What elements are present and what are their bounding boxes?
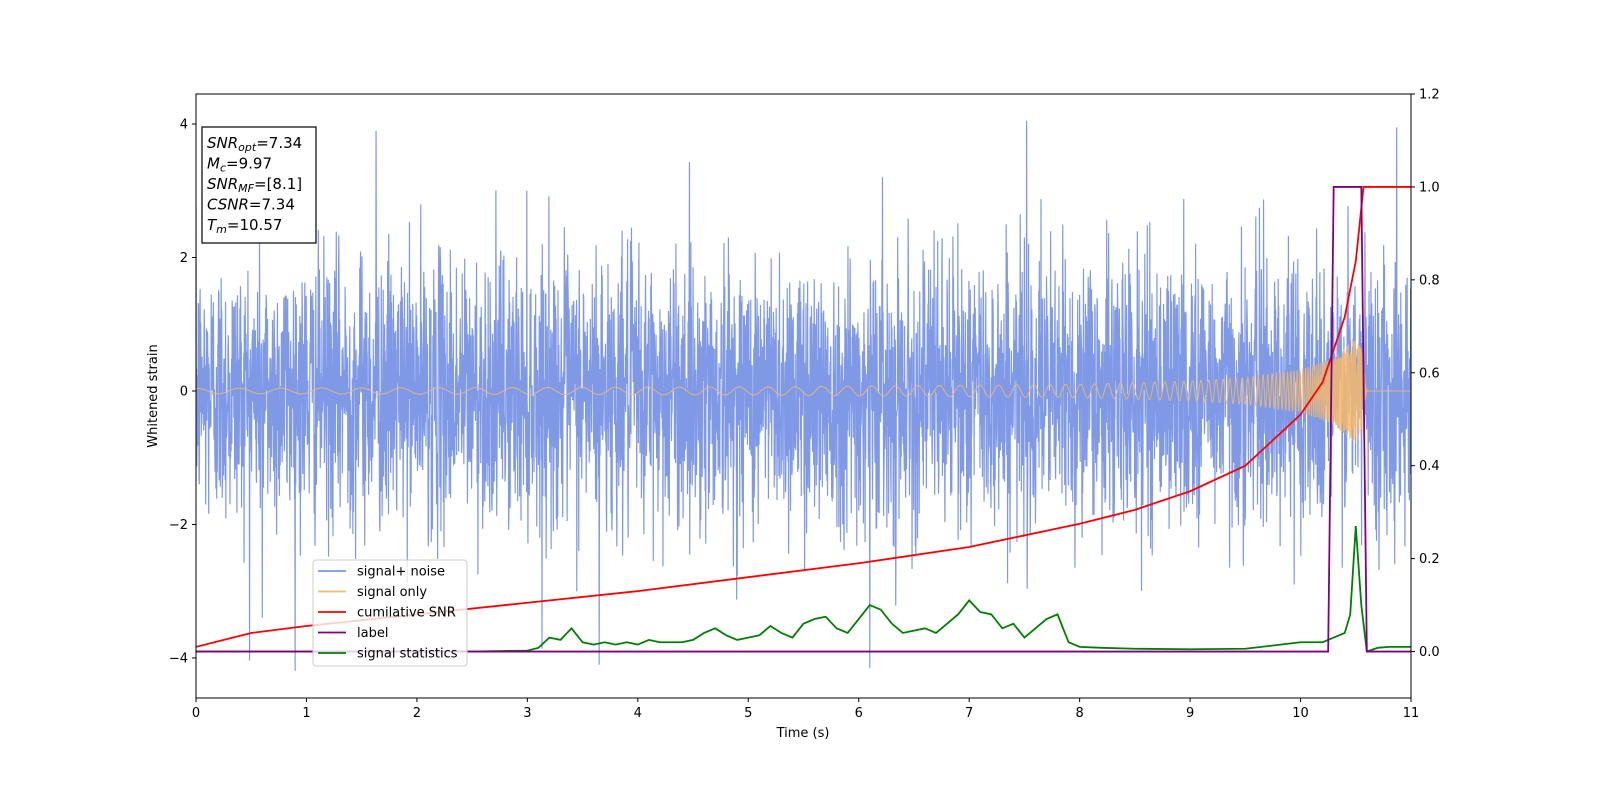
x-tick-label: 5 [744,706,752,721]
x-tick-label: 0 [192,706,200,721]
legend-box [312,559,468,667]
x-tick-label: 2 [413,706,421,721]
y-left-tick-label: 2 [180,251,188,266]
signal-only-line [196,340,1411,444]
y-right-tick-label: 0.6 [1419,366,1440,381]
x-tick-label: 8 [1075,706,1083,721]
x-tick-label: 3 [523,706,531,721]
annotation-line: Mc=9.97 [207,155,272,175]
y-right-tick-label: 0.8 [1419,273,1440,288]
y-right-tick-label: 0.2 [1419,552,1440,567]
x-tick-label: 7 [965,706,973,721]
x-axis-label: Time (s) [776,726,830,741]
legend-label: signal+ noise [357,565,445,580]
x-tick-label: 11 [1403,706,1420,721]
y-right-tick-label: 1.0 [1419,180,1440,195]
x-tick-label: 10 [1292,706,1309,721]
legend-label: cumilative SNR [357,606,456,621]
legend-label: signal only [357,585,427,600]
x-tick-label: 6 [855,706,863,721]
y-left-tick-label: 4 [180,118,188,133]
annotation-line: CSNR=7.34 [207,196,295,214]
y-left-tick-label: 0 [180,384,188,399]
series-signal-noise [196,120,1411,671]
y-right-tick-label: 1.2 [1419,88,1440,103]
legend-label: label [357,626,388,641]
plot-frame [195,93,1412,699]
annotation-line: SNRMF=[8.1] [207,175,302,195]
x-tick-label: 4 [634,706,642,721]
annotation-line: Tm=10.57 [207,216,282,236]
annotation-box [201,126,317,244]
x-tick-label: 1 [302,706,310,721]
series-signal-only [196,340,1411,444]
series-line-label [196,186,1411,653]
y-right-tick-label: 0.0 [1419,645,1440,660]
y-right-tick-label: 0.4 [1419,459,1440,474]
legend: signal+ noise signal only cumilative SNR la… [312,559,468,667]
y-left-tick-label: −2 [169,518,188,533]
y-axis-label: Whitened strain [146,344,161,447]
annotation-line: SNRopt=7.34 [207,134,302,154]
axes: 0 1 2 3 4 5 6 7 8 9 10 11 4 2 0 −2 −4 1.2 1.0 0.8 0.6 0.4 0.2 0… [169,88,1440,722]
series-line-signal-statistics [196,526,1411,653]
legend-label: signal statistics [357,647,458,662]
signal-noise-line [196,120,1411,671]
y-left-tick-label: −4 [169,651,188,666]
x-tick-label: 9 [1186,706,1194,721]
